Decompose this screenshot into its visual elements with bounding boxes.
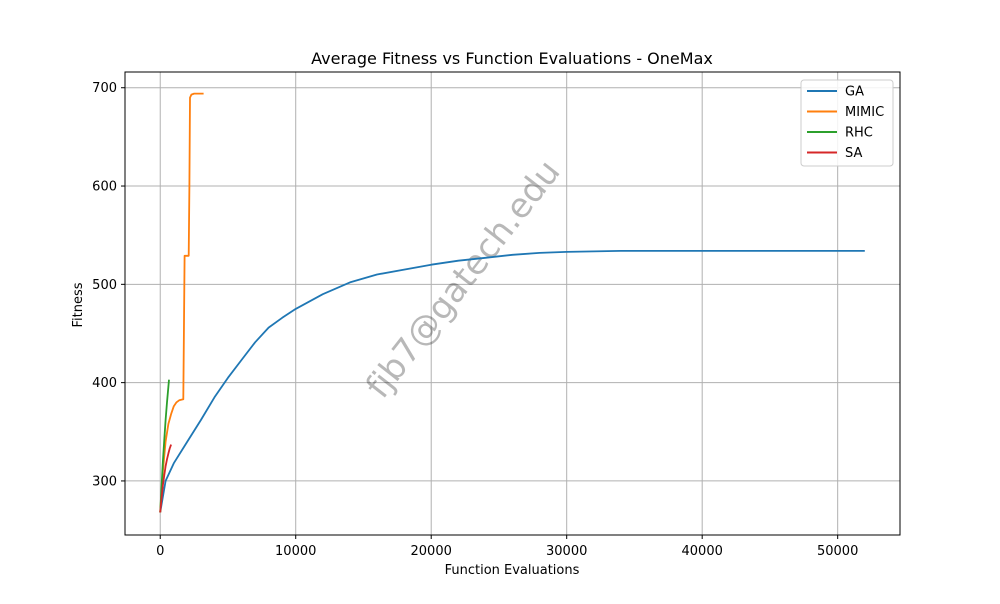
series-line-sa <box>159 444 172 513</box>
legend: GA MIMIC RHC SA <box>800 79 894 167</box>
series-line-ga <box>159 249 865 513</box>
legend-label-mimic: MIMIC <box>845 105 884 120</box>
x-axis-label: Function Evaluations <box>445 563 580 578</box>
x-tick-label: 30000 <box>546 544 587 559</box>
chart-title: Average Fitness vs Function Evaluations … <box>311 49 713 68</box>
legend-label-rhc: RHC <box>845 126 873 141</box>
watermark-text: fjb7@gatech.edu <box>358 152 568 405</box>
y-tick-label: 500 <box>92 278 117 293</box>
x-tick-label: 10000 <box>275 544 316 559</box>
x-tick-label: 20000 <box>411 544 452 559</box>
plot-area: fjb7@gatech.edu 0 10000 20000 30000 40000 5000… <box>92 71 901 559</box>
x-tick-label: 40000 <box>682 544 723 559</box>
y-tick-label: 600 <box>92 180 117 195</box>
y-tick-label: 300 <box>92 474 117 489</box>
series-line-rhc <box>159 379 170 513</box>
series-line-mimic <box>159 92 204 513</box>
plot-frame <box>124 71 901 536</box>
y-tick-label: 700 <box>92 81 117 96</box>
x-tick-label: 0 <box>156 544 164 559</box>
x-tick-label: 50000 <box>817 544 858 559</box>
y-tick-label: 400 <box>92 376 117 391</box>
legend-box <box>800 79 894 167</box>
y-axis-label: Fitness <box>71 282 86 327</box>
legend-label-ga: GA <box>845 85 864 100</box>
legend-label-sa: SA <box>845 146 862 161</box>
